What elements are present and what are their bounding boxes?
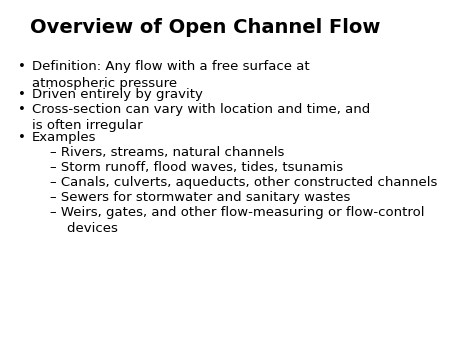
Text: – Storm runoff, flood waves, tides, tsunamis: – Storm runoff, flood waves, tides, tsun…: [50, 161, 343, 174]
Text: – Canals, culverts, aqueducts, other constructed channels: – Canals, culverts, aqueducts, other con…: [50, 176, 437, 189]
Text: – Weirs, gates, and other flow-measuring or flow-control
    devices: – Weirs, gates, and other flow-measuring…: [50, 206, 424, 236]
Text: Cross-section can vary with location and time, and
is often irregular: Cross-section can vary with location and…: [32, 103, 370, 132]
Text: •: •: [18, 60, 26, 73]
Text: Examples: Examples: [32, 131, 96, 144]
Text: •: •: [18, 88, 26, 101]
Text: – Sewers for stormwater and sanitary wastes: – Sewers for stormwater and sanitary was…: [50, 191, 351, 204]
Text: •: •: [18, 103, 26, 116]
Text: Overview of Open Channel Flow: Overview of Open Channel Flow: [30, 18, 380, 37]
Text: Definition: Any flow with a free surface at
atmospheric pressure: Definition: Any flow with a free surface…: [32, 60, 310, 90]
Text: – Rivers, streams, natural channels: – Rivers, streams, natural channels: [50, 146, 284, 159]
Text: •: •: [18, 131, 26, 144]
Text: Driven entirely by gravity: Driven entirely by gravity: [32, 88, 203, 101]
